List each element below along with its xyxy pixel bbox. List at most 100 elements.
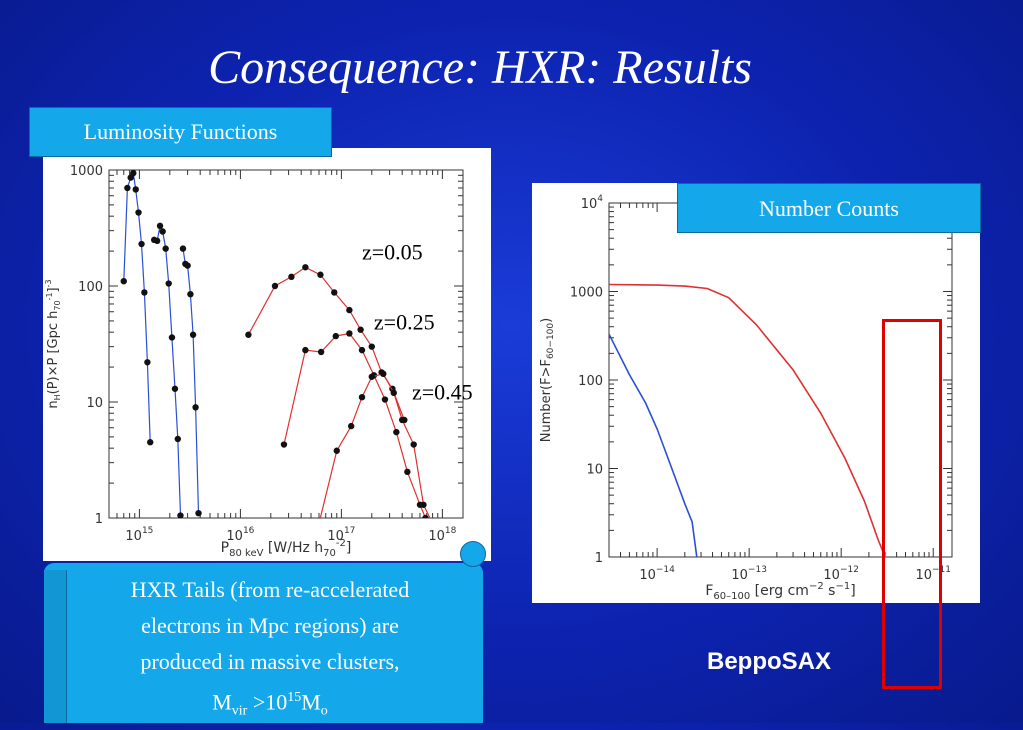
y-tick-label: 10	[586, 463, 603, 478]
x-tick-label: 10−14	[639, 565, 675, 583]
data-point	[132, 186, 139, 193]
data-point	[302, 264, 309, 271]
data-point	[393, 428, 400, 436]
slide-title: Consequence: HXR: Results	[208, 41, 752, 94]
luminosity-chart: 1015 1016 1017 1018 1 10 100 1000 z=0.05 z=0.25 z=…	[44, 164, 473, 559]
y-tick-label: 1000	[70, 164, 103, 179]
note-line-3: produced in massive clusters,	[140, 649, 400, 674]
series-line-1	[609, 283, 886, 557]
data-point	[368, 343, 375, 350]
data-point	[288, 273, 295, 281]
data-point	[357, 326, 364, 333]
x-axis-label: F60–100 [erg cm−2 s−1]	[705, 581, 855, 602]
series-line-2	[609, 333, 698, 557]
data-point	[358, 346, 366, 354]
data-point	[333, 447, 340, 454]
data-point	[404, 468, 411, 476]
x-tick-label: 1018	[428, 526, 456, 544]
data-point	[302, 346, 309, 354]
data-point	[245, 331, 252, 338]
data-point	[317, 271, 324, 278]
data-point	[177, 512, 184, 518]
data-point	[390, 389, 397, 397]
data-point	[429, 520, 435, 526]
x-tick-label: 1017	[327, 526, 355, 544]
beppo-sax-label: BeppoSAX	[707, 648, 832, 675]
x-tick-label: 10−12	[823, 565, 859, 583]
series-line-4	[247, 266, 405, 421]
note-scroll	[44, 563, 483, 723]
data-point	[171, 385, 179, 392]
data-point	[347, 422, 355, 430]
series-line-3	[182, 248, 200, 514]
y-tick-label: 100	[578, 374, 603, 389]
data-point	[144, 359, 151, 366]
y-axis-label: nH(P)×P [Gpc h70-1]-3	[44, 279, 62, 408]
data-point	[398, 416, 406, 424]
data-point	[165, 280, 172, 287]
data-point	[317, 348, 325, 356]
y-tick-label: 100	[78, 280, 103, 295]
data-point	[130, 170, 137, 177]
redshift-label: z=0.25	[374, 310, 435, 335]
data-point	[381, 396, 389, 403]
scroll-curl-top	[460, 541, 486, 567]
data-point	[124, 184, 131, 192]
plot-frame	[108, 169, 464, 519]
data-point	[280, 441, 288, 448]
redshift-label: z=0.45	[412, 380, 473, 405]
data-point	[346, 330, 353, 337]
redshift-label: z=0.05	[362, 239, 423, 264]
data-point	[120, 277, 127, 285]
data-point	[156, 222, 164, 230]
note-line-4: Mvir >1015Mo	[212, 689, 328, 719]
y-tick-label: 10	[86, 396, 103, 411]
data-point	[162, 245, 169, 252]
y-tick-label: 104	[581, 194, 604, 212]
data-point	[368, 373, 375, 380]
data-point	[332, 332, 339, 340]
note-line-1: HXR Tails (from re-accelerated	[130, 577, 410, 602]
data-point	[422, 514, 429, 518]
data-point	[138, 240, 145, 248]
data-point	[174, 435, 182, 443]
y-tick-label: 1	[95, 512, 103, 527]
data-point	[420, 501, 427, 508]
data-point	[410, 441, 417, 448]
data-point	[346, 306, 353, 314]
data-point	[168, 334, 176, 341]
number-counts-label: Number Counts	[677, 183, 981, 233]
y-tick-label: 1	[595, 551, 603, 566]
data-point	[141, 289, 148, 296]
data-point	[358, 393, 366, 401]
x-tick-label: 10−13	[731, 565, 767, 583]
data-point	[147, 439, 154, 446]
data-point	[189, 331, 197, 338]
data-point	[159, 228, 166, 235]
data-point	[331, 289, 338, 296]
x-tick-label: 1016	[226, 526, 254, 544]
y-axis-label: Number(F>F60−100)	[539, 318, 556, 442]
series-line-2	[153, 223, 182, 516]
data-point	[135, 209, 142, 216]
data-point	[271, 282, 279, 290]
scroll-curl-left	[44, 570, 67, 723]
note-line-2: electrons in Mpc regions) are	[141, 613, 399, 638]
data-point	[179, 245, 187, 252]
series-line-1	[123, 171, 151, 443]
highlight-box	[882, 319, 942, 689]
data-point	[192, 404, 199, 411]
data-point	[187, 290, 194, 298]
y-tick-label: 1000	[570, 286, 603, 301]
luminosity-functions-label: Luminosity Functions	[29, 107, 332, 157]
number-counts-chart-panel: 10−14 10−13 10−12 10−11 1 10 100 1000 104 F60–100…	[532, 183, 980, 603]
luminosity-chart-panel: 1015 1016 1017 1018 1 10 100 1000 z=0.05 z=0.25 z=…	[43, 148, 491, 561]
x-axis-label: P80 keV [W/Hz h70-2]	[221, 538, 352, 559]
data-point	[195, 509, 202, 517]
data-point	[380, 370, 387, 378]
data-point	[153, 237, 161, 245]
x-tick-label: 1015	[125, 526, 153, 544]
data-point	[184, 262, 191, 269]
data-point	[316, 520, 322, 526]
note-text: HXR Tails (from re-accelerated electrons…	[70, 572, 470, 730]
